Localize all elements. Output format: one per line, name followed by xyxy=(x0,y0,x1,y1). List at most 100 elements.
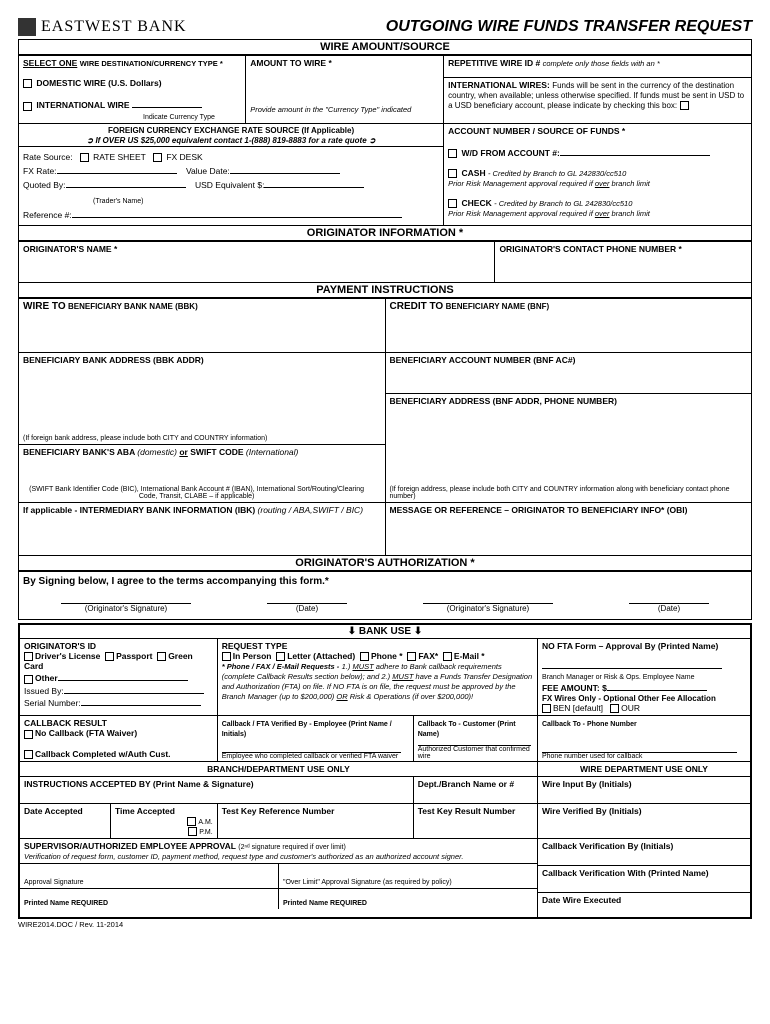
usd-checkbox[interactable] xyxy=(680,101,689,110)
logo-icon xyxy=(18,18,36,36)
pm-checkbox[interactable] xyxy=(188,827,197,836)
approval-sig-label: Approval Signature xyxy=(24,879,84,886)
select-one-label: SELECT ONE xyxy=(23,58,77,68)
date-accepted-label: Date Accepted xyxy=(24,806,83,816)
cash-label: CASH xyxy=(462,168,486,178)
wire-amount-table: SELECT ONE WIRE DESTINATION/CURRENCY TYP… xyxy=(18,55,752,226)
wire-input-label: Wire Input By (Initials) xyxy=(542,779,632,789)
bnf-addr-note: (If foreign address, please include both… xyxy=(390,486,752,500)
cash-checkbox[interactable] xyxy=(448,169,457,178)
am-checkbox[interactable] xyxy=(187,817,196,826)
wd-input[interactable] xyxy=(560,146,710,156)
value-date-label: Value Date: xyxy=(186,166,230,176)
bbk-label: BENEFICIARY BANK NAME (BBK) xyxy=(68,302,198,311)
rate-sheet-label: RATE SHEET xyxy=(93,152,146,162)
gc-checkbox[interactable] xyxy=(157,652,166,661)
rep-wire-label: REPETITIVE WIRE ID # xyxy=(448,58,540,68)
cb-phone-note: Phone number used for callback xyxy=(542,752,737,760)
domestic-checkbox[interactable] xyxy=(23,79,32,88)
no-fta-input[interactable] xyxy=(542,659,722,669)
our-checkbox[interactable] xyxy=(610,704,619,713)
bbk-addr-label: BENEFICIARY BANK ADDRESS (BBK ADDR) xyxy=(23,355,204,365)
rate-sheet-checkbox[interactable] xyxy=(80,153,89,162)
quoted-by-label: Quoted By: xyxy=(23,180,66,190)
currency-input[interactable] xyxy=(132,98,202,108)
wire-verified-label: Wire Verified By (Initials) xyxy=(542,806,642,816)
bank-use-table: ORIGINATOR'S ID Driver's License Passpor… xyxy=(18,638,752,919)
sig2[interactable]: (Originator's Signature) xyxy=(423,603,553,613)
international-label: INTERNATIONAL WIRE xyxy=(36,100,129,110)
check-note: - Credited by Branch to GL 242830/cc510 xyxy=(494,199,632,208)
domestic-label: DOMESTIC WIRE (U.S. Dollars) xyxy=(36,78,161,88)
issued-by-label: Issued By: xyxy=(24,686,64,696)
req-type-label: REQUEST TYPE xyxy=(222,641,288,651)
cbcomplete-checkbox[interactable] xyxy=(24,750,33,759)
bank-logo: EASTWEST BANK xyxy=(18,18,187,36)
wire-to-label: WIRE TO xyxy=(23,301,66,312)
email-checkbox[interactable] xyxy=(443,652,452,661)
date1[interactable]: (Date) xyxy=(267,603,347,613)
value-date-input[interactable] xyxy=(230,164,340,174)
payment-table: WIRE TO BENEFICIARY BANK NAME (BBK) CRED… xyxy=(18,298,752,556)
check-checkbox[interactable] xyxy=(448,199,457,208)
date2[interactable]: (Date) xyxy=(629,603,709,613)
fx-note: ➲ If OVER US $25,000 equivalent contact … xyxy=(87,136,376,145)
test-key-res-label: Test Key Result Number xyxy=(418,806,516,816)
phone-checkbox[interactable] xyxy=(360,652,369,661)
branch-use-hdr: BRANCH/DEPARTMENT USE ONLY xyxy=(19,761,537,776)
passport-checkbox[interactable] xyxy=(105,652,114,661)
fx-rate-input[interactable] xyxy=(57,164,177,174)
check-label: CHECK xyxy=(462,198,492,208)
nocb-label: No Callback (FTA Waiver) xyxy=(35,728,137,738)
usd-equiv-label: USD Equivalent $: xyxy=(195,180,264,190)
quoted-by-input[interactable] xyxy=(66,178,186,188)
fx-header: FOREIGN CURRENCY EXCHANGE RATE SOURCE (I… xyxy=(108,126,354,135)
other-input[interactable] xyxy=(58,671,188,681)
bbk-addr-note: (If foreign bank address, please include… xyxy=(23,435,267,442)
orig-phone-label: ORIGINATOR'S CONTACT PHONE NUMBER * xyxy=(499,244,681,254)
section-payment: PAYMENT INSTRUCTIONS xyxy=(18,283,752,298)
letter-label: Letter (Attached) xyxy=(287,651,355,661)
aba-note: (SWIFT Bank Identifier Code (BIC), Inter… xyxy=(23,486,370,500)
test-key-ref-label: Test Key Reference Number xyxy=(222,806,335,816)
inperson-checkbox[interactable] xyxy=(222,652,231,661)
serial-input[interactable] xyxy=(81,696,201,706)
usd-equiv-input[interactable] xyxy=(264,178,364,188)
rate-source-label: Rate Source: xyxy=(23,152,73,162)
wd-label: W/D FROM ACCOUNT #: xyxy=(462,148,560,158)
am-label: A.M. xyxy=(198,819,212,826)
fax-checkbox[interactable] xyxy=(407,652,416,661)
nocb-checkbox[interactable] xyxy=(24,730,33,739)
ben-checkbox[interactable] xyxy=(542,704,551,713)
fx-desk-checkbox[interactable] xyxy=(153,153,162,162)
obi-label: MESSAGE OR REFERENCE – ORIGINATOR TO BEN… xyxy=(390,505,688,515)
time-accepted-label: Time Accepted xyxy=(115,806,175,816)
credit-to-label: CREDIT TO xyxy=(390,301,444,312)
cb-emp-note: Employee who completed callback or verif… xyxy=(222,752,401,760)
section-wire-amount: WIRE AMOUNT/SOURCE xyxy=(18,39,752,55)
section-auth: ORIGINATOR'S AUTHORIZATION * xyxy=(18,556,752,571)
orig-name-label: ORIGINATOR'S NAME * xyxy=(23,244,117,254)
acct-source-label: ACCOUNT NUMBER / SOURCE OF FUNDS * xyxy=(448,126,625,136)
international-checkbox[interactable] xyxy=(23,102,32,111)
fee-amt-input[interactable] xyxy=(607,681,707,691)
bnf-addr-label: BENEFICIARY ADDRESS (BNF ADDR, PHONE NUM… xyxy=(390,396,617,406)
form-header: EASTWEST BANK OUTGOING WIRE FUNDS TRANSF… xyxy=(18,18,752,36)
reference-input[interactable] xyxy=(72,208,402,218)
trader-name: (Trader's Name) xyxy=(93,198,143,205)
other-checkbox[interactable] xyxy=(24,675,33,684)
bnf-ac-label: BENEFICIARY ACCOUNT NUMBER (BNF AC#) xyxy=(390,355,576,365)
wire-dest-label: WIRE DESTINATION/CURRENCY TYPE * xyxy=(80,59,223,68)
cash-note: - Credited by Branch to GL 242830/cc510 xyxy=(488,169,626,178)
supervisor-sub: (2ⁿᵈ signature required if over limit) xyxy=(238,844,346,851)
wd-checkbox[interactable] xyxy=(448,149,457,158)
cb-phone-label: Callback To - Phone Number xyxy=(542,721,637,728)
letter-checkbox[interactable] xyxy=(276,652,285,661)
sig1[interactable]: (Originator's Signature) xyxy=(61,603,191,613)
cb-verified-label: Callback / FTA Verified By - Employee (P… xyxy=(222,721,392,738)
auth-agree: By Signing below, I agree to the terms a… xyxy=(23,574,747,589)
issued-by-input[interactable] xyxy=(64,684,204,694)
originator-table: ORIGINATOR'S NAME * ORIGINATOR'S CONTACT… xyxy=(18,241,752,283)
supervisor-note: Verification of request form, customer I… xyxy=(24,852,463,861)
dl-checkbox[interactable] xyxy=(24,652,33,661)
